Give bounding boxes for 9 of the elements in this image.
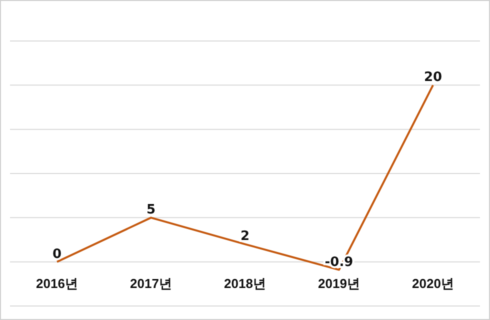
- x-tick-label: 2016년: [36, 276, 78, 292]
- data-label: 5: [146, 202, 156, 218]
- data-label: 2: [240, 229, 250, 244]
- x-tick-label: 2018년: [224, 276, 266, 292]
- x-tick-label: 2017년: [130, 276, 172, 292]
- x-tick-label: 2020년: [412, 276, 454, 292]
- data-label: 0: [52, 246, 62, 262]
- x-tick-label: 2019년: [318, 276, 360, 292]
- data-label: 20: [424, 70, 442, 86]
